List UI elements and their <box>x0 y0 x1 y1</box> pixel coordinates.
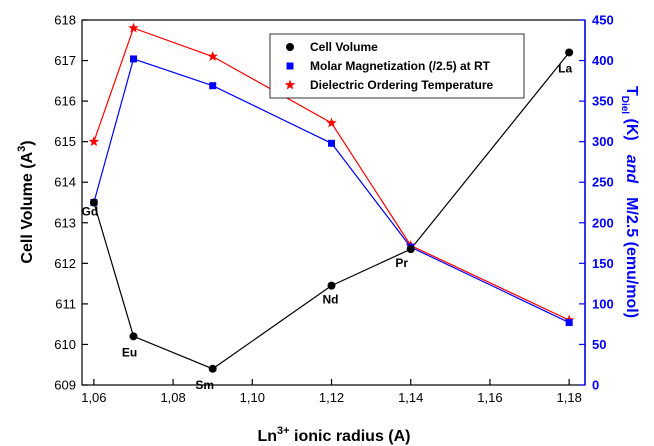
magnetization-point <box>209 82 217 90</box>
y-tick-label: 618 <box>54 13 76 28</box>
y-axis-ticks: 609 610 611 612 613 614 615 616 617 618 <box>54 13 88 393</box>
legend-label-cell-volume: Cell Volume <box>310 40 378 54</box>
magnetization-point <box>565 319 573 327</box>
point-label-gd: Gd <box>82 205 99 219</box>
legend: Cell Volume Molar Magnetization (/2.5) a… <box>269 33 525 99</box>
y2-tick-label: 50 <box>592 337 606 352</box>
x-tick-label: 1,08 <box>160 390 185 405</box>
magnetization-point <box>328 139 336 147</box>
x-tick-label: 1,12 <box>319 390 344 405</box>
x-tick-label: 1,16 <box>477 390 502 405</box>
y-tick-label: 615 <box>54 134 76 149</box>
y2-tick-label: 400 <box>592 53 614 68</box>
series-line-magnetization <box>93 58 570 324</box>
point-label-nd: Nd <box>323 293 339 307</box>
cell-volume-point <box>406 245 415 254</box>
legend-marker-cell-volume <box>286 43 294 51</box>
legend-marker-dielectric <box>284 79 296 90</box>
y2-tick-label: 0 <box>592 378 599 393</box>
point-label-pr: Pr <box>395 256 408 270</box>
y-tick-label: 616 <box>54 94 76 109</box>
y2-tick-label: 300 <box>592 134 614 149</box>
dielectric-point <box>88 136 100 147</box>
x-axis-title: Ln3+ ionic radius (A) <box>258 425 411 445</box>
x-tick-label: 1,14 <box>398 390 423 405</box>
y2-tick-label: 450 <box>592 13 614 28</box>
y-tick-label: 612 <box>54 256 76 271</box>
legend-label-dielectric: Dielectric Ordering Temperature <box>310 78 493 92</box>
cell-volume-point <box>129 332 138 341</box>
y2-tick-label: 200 <box>592 215 614 230</box>
dielectric-point <box>326 117 337 128</box>
x-axis-ticks: 1,06 1,08 1,10 1,12 1,14 1,16 1,18 <box>81 379 582 405</box>
x-tick-label: 1,18 <box>557 390 582 405</box>
y-tick-label: 610 <box>54 337 76 352</box>
y2-tick-label: 350 <box>592 94 614 109</box>
x-tick-label: 1,06 <box>81 390 106 405</box>
legend-marker-magnetization <box>286 62 294 70</box>
point-label-sm: Sm <box>195 378 214 392</box>
y2-tick-label: 100 <box>592 296 614 311</box>
y2-axis-title: TDiel (K)andM/2.5 (emu/mol) <box>619 86 640 318</box>
cell-volume-point <box>327 281 336 290</box>
point-labels: Gd Eu Sm Nd Pr La <box>82 61 573 391</box>
cell-volume-point <box>565 48 574 57</box>
y-tick-label: 609 <box>54 378 76 393</box>
series-layer <box>88 22 575 373</box>
y-tick-label: 614 <box>54 175 76 190</box>
cell-volume-point <box>208 364 217 373</box>
y-tick-label: 611 <box>55 296 76 311</box>
y-tick-label: 617 <box>54 53 76 68</box>
y2-tick-label: 250 <box>592 175 614 190</box>
legend-box <box>269 33 525 99</box>
y-axis-title: Cell Volume (A3) <box>16 140 36 263</box>
cell-volume-point <box>89 198 98 207</box>
series-line-cell_volume <box>93 52 570 370</box>
y2-tick-label: 150 <box>592 256 614 271</box>
point-label-eu: Eu <box>122 345 137 359</box>
legend-label-magnetization: Molar Magnetization (/2.5) at RT <box>310 59 491 73</box>
y2-axis-ticks: 0 50 100 150 200 250 300 350 400 450 <box>579 13 614 393</box>
dielectric-point <box>128 22 139 33</box>
x-tick-label: 1,10 <box>240 390 265 405</box>
point-label-la: La <box>558 61 572 75</box>
dielectric-point <box>207 51 218 61</box>
magnetization-point <box>129 55 137 63</box>
y-tick-label: 613 <box>54 215 76 230</box>
